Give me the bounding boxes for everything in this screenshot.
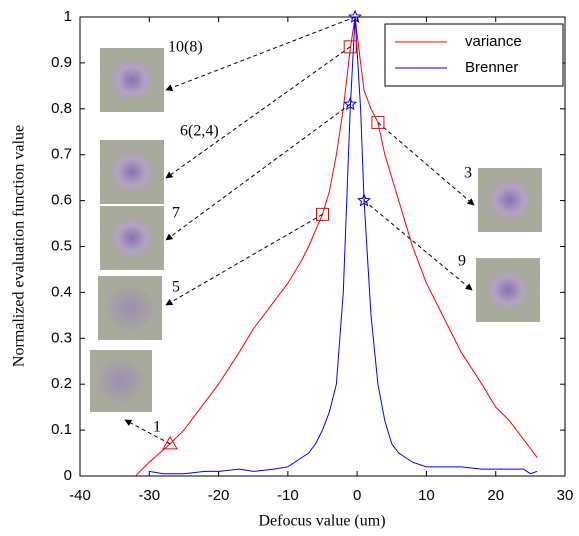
square-marker xyxy=(343,40,357,54)
x-tick-label: 30 xyxy=(557,487,574,504)
y-axis-label: Normalized evaluation function value xyxy=(11,125,28,367)
x-tick-label: -10 xyxy=(277,487,299,504)
legend-label: Brenner xyxy=(465,59,518,76)
cell-blob xyxy=(106,286,154,330)
legend-box xyxy=(384,23,564,87)
cell-blob xyxy=(108,216,156,260)
annotation-label: 6(2,4) xyxy=(180,123,219,140)
cell-blob xyxy=(108,150,156,194)
cell-blob xyxy=(108,58,156,102)
annotation-arrow xyxy=(165,16,356,91)
annotation-label: 3 xyxy=(464,165,472,182)
star-marker xyxy=(348,9,363,23)
annotation-arrow xyxy=(165,213,323,306)
square-marker xyxy=(316,207,329,221)
y-tick-label: 0 xyxy=(64,467,72,484)
annotation-arrow xyxy=(124,419,171,445)
legend-label: variance xyxy=(465,33,522,50)
y-tick-label: 0.1 xyxy=(51,421,72,438)
x-tick-label: -40 xyxy=(69,487,91,504)
triangle-marker xyxy=(162,435,178,450)
y-tick-label: 0.5 xyxy=(51,237,72,254)
y-tick-label: 0.2 xyxy=(51,375,72,392)
y-tick-label: 0.8 xyxy=(51,100,72,117)
x-tick-label: 20 xyxy=(487,487,504,504)
x-tick-label: 10 xyxy=(418,487,435,504)
y-tick-label: 1 xyxy=(64,8,72,25)
annotation-label: 9 xyxy=(458,253,466,270)
annotation-label: 7 xyxy=(172,205,180,222)
annotation-arrow xyxy=(165,46,351,179)
annotation-label: 10(8) xyxy=(168,39,203,56)
series-line xyxy=(149,16,538,475)
x-tick-label: 0 xyxy=(353,487,361,504)
x-axis-label: Defocus value (um) xyxy=(258,513,385,530)
y-tick-label: 0.9 xyxy=(51,54,72,71)
x-tick-label: -30 xyxy=(138,487,160,504)
square-marker xyxy=(371,116,385,130)
y-tick-label: 0.6 xyxy=(51,192,72,209)
cell-blob xyxy=(486,178,534,222)
series-line xyxy=(135,16,538,477)
annotation-arrow xyxy=(165,103,351,241)
annotation-arrow xyxy=(363,200,473,291)
x-tick-label: -20 xyxy=(208,487,230,504)
y-tick-label: 0.7 xyxy=(51,146,72,163)
star-marker xyxy=(357,193,372,207)
y-tick-label: 0.3 xyxy=(51,329,72,346)
annotation-label: 5 xyxy=(172,279,180,296)
cell-blob xyxy=(484,268,532,312)
y-tick-label: 0.4 xyxy=(51,283,72,300)
annotation-label: 1 xyxy=(153,419,161,436)
cell-blob xyxy=(98,359,144,403)
annotation-arrow xyxy=(377,122,475,206)
star-marker xyxy=(343,96,358,111)
